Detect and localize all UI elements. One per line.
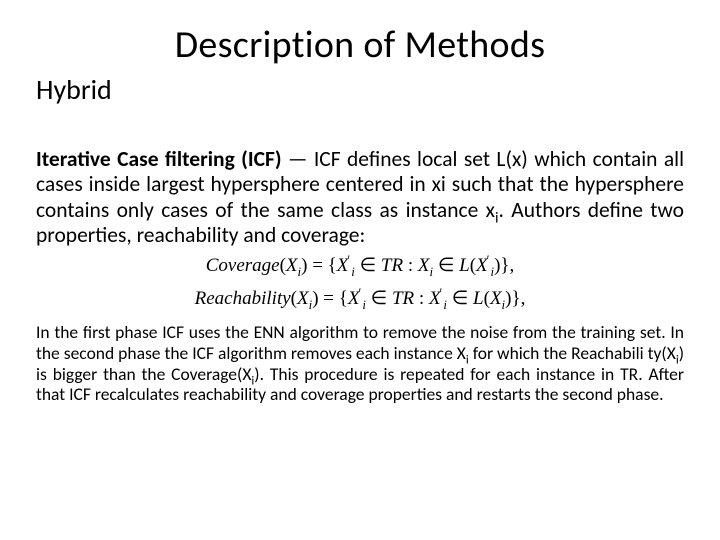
reachability-formula: Reachability(Xi) = {X′i ∈ TR : X′i ∈ L(X… xyxy=(36,289,684,308)
method-name-lead: Iterative Case filtering (ICF) xyxy=(36,146,282,172)
slide-subtitle: Hybrid xyxy=(36,72,684,107)
paragraph-1: Iterative Case filtering (ICF) — ICF def… xyxy=(36,147,684,248)
coverage-formula: Coverage(Xi) = {X′i ∈ TR : Xi ∈ L(X′i)}, xyxy=(36,256,684,275)
paragraph-2: In the first phase ICF uses the ENN algo… xyxy=(36,322,684,405)
paragraph-2-text-b: for which the Reachabili ty(X xyxy=(469,342,676,364)
slide: Description of Methods Hybrid Iterative … xyxy=(0,0,720,540)
slide-title: Description of Methods xyxy=(36,22,684,68)
formula-block: Coverage(Xi) = {X′i ∈ TR : Xi ∈ L(X′i)},… xyxy=(36,256,684,308)
